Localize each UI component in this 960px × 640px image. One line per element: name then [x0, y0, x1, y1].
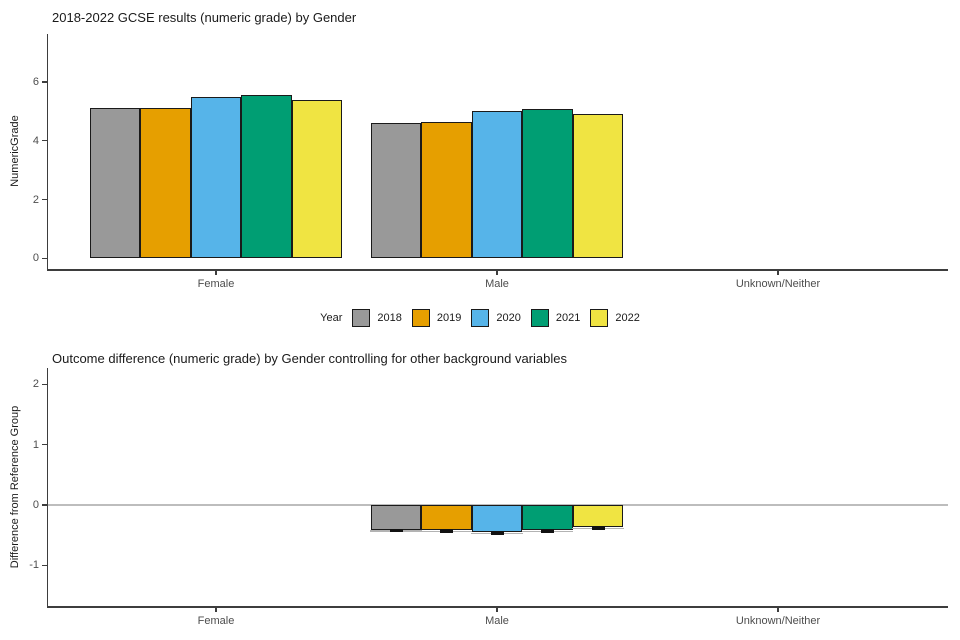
- bar-2020-Female: [190, 96, 242, 259]
- error-bar: [440, 529, 453, 533]
- bar-2019-Male: [421, 505, 472, 531]
- x-axis-line: [46, 606, 948, 608]
- bottom-chart-title: Outcome difference (numeric grade) by Ge…: [52, 351, 567, 366]
- bar-2018-Male: [370, 505, 422, 530]
- y-tick-mark: [42, 504, 47, 506]
- x-category-label: Male: [485, 278, 509, 290]
- bar-2022-Female: [291, 100, 343, 259]
- zero-reference-line: [48, 504, 948, 506]
- bottom-y-axis-label: Difference from Reference Group: [9, 405, 21, 569]
- legend-label: 2020: [496, 312, 521, 324]
- ci-line: [370, 530, 422, 532]
- y-tick-mark: [42, 81, 47, 83]
- legend-item-2020: 2020: [471, 309, 521, 327]
- x-tick-mark: [777, 270, 779, 275]
- top-chart-title: 2018-2022 GCSE results (numeric grade) b…: [52, 10, 357, 25]
- y-axis-line: [46, 34, 48, 271]
- legend-item-2019: 2019: [411, 309, 462, 327]
- legend-item-2022: 2022: [590, 309, 640, 327]
- y-tick-label: 0: [32, 252, 39, 265]
- bar-2020-Male: [471, 110, 523, 259]
- y-tick-label: 6: [32, 75, 39, 88]
- top-y-axis-label: NumericGrade: [9, 115, 21, 187]
- legend-swatch-2019: [411, 309, 430, 327]
- legend-item-2018: 2018: [352, 309, 402, 327]
- x-category-label: Female: [197, 615, 235, 627]
- error-bar: [490, 531, 504, 535]
- legend-label: 2021: [555, 312, 581, 324]
- y-tick-label: 2: [32, 378, 39, 391]
- bar-2019-Female: [140, 108, 191, 259]
- x-category-label: Female: [197, 278, 235, 290]
- x-tick-mark: [496, 607, 498, 612]
- legend-swatch-2020: [471, 309, 490, 327]
- x-tick-mark: [215, 270, 217, 275]
- legend-title: Year: [320, 312, 343, 324]
- bar-2021-Male: [522, 505, 573, 531]
- ci-line: [521, 530, 574, 533]
- y-tick-label: 4: [32, 134, 39, 147]
- ci-line: [572, 527, 624, 530]
- bar-2018-Female: [89, 108, 141, 259]
- y-tick-mark: [42, 139, 47, 142]
- y-tick-mark: [42, 198, 47, 201]
- bar-2021-Male: [522, 108, 573, 259]
- legend-item-2021: 2021: [530, 309, 581, 327]
- x-tick-mark: [215, 607, 217, 612]
- y-tick-label: 0: [32, 499, 39, 511]
- bar-2022-Male: [572, 113, 624, 259]
- legend-swatch-2022: [590, 309, 609, 327]
- error-bar: [541, 529, 554, 533]
- y-axis-line: [46, 368, 48, 608]
- y-tick-mark: [42, 564, 47, 567]
- y-tick-label: 1: [32, 438, 39, 451]
- x-category-label: Unknown/Neither: [735, 278, 821, 290]
- x-category-label: Unknown/Neither: [735, 615, 821, 627]
- bar-2018-Male: [370, 122, 422, 259]
- legend-swatch-2018: [352, 309, 371, 327]
- legend-label: 2019: [436, 312, 462, 324]
- bar-2020-Male: [471, 505, 523, 533]
- y-tick-label: 2: [32, 193, 39, 206]
- bar-2021-Female: [241, 94, 292, 259]
- ci-line: [471, 532, 523, 535]
- x-tick-mark: [777, 607, 779, 612]
- ci-line: [420, 530, 473, 533]
- y-tick-mark: [42, 443, 47, 446]
- legend-label: 2022: [615, 312, 640, 324]
- year-legend: Year 2018 2019 2020 2021 2022: [0, 306, 960, 330]
- x-category-label: Male: [485, 615, 509, 627]
- bar-2019-Male: [421, 122, 472, 259]
- y-tick-mark: [42, 383, 47, 386]
- y-tick-label: -1: [29, 559, 39, 572]
- legend-swatch-2021: [530, 309, 549, 327]
- x-axis-line: [46, 269, 948, 271]
- bar-2022-Male: [572, 505, 624, 528]
- error-bar: [591, 526, 605, 530]
- legend-label: 2018: [377, 312, 402, 324]
- y-tick-mark: [42, 257, 47, 260]
- x-tick-mark: [496, 270, 498, 275]
- error-bar: [389, 528, 403, 533]
